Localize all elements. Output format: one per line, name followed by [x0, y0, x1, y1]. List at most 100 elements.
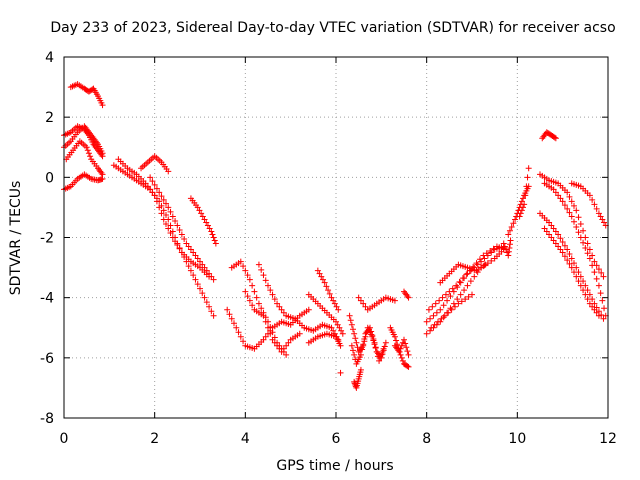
data-point — [165, 168, 172, 175]
data-point — [557, 235, 564, 242]
data-point — [209, 231, 216, 238]
data-point — [580, 227, 587, 234]
data-point — [314, 267, 321, 274]
x-tick-label: 10 — [508, 431, 526, 447]
data-point — [520, 204, 526, 211]
data-point — [575, 214, 582, 221]
data-point — [476, 256, 483, 263]
x-tick-label: 2 — [150, 431, 159, 447]
data-point — [169, 213, 176, 220]
data-point — [226, 311, 233, 318]
data-point — [203, 299, 210, 306]
data-point — [355, 294, 362, 301]
data-point — [269, 291, 276, 298]
data-point — [397, 351, 404, 358]
data-point — [568, 264, 575, 271]
data-point — [197, 258, 203, 265]
data-point — [192, 276, 199, 283]
data-point — [591, 201, 598, 208]
data-point — [453, 282, 460, 289]
data-point — [601, 305, 608, 312]
data-point — [360, 300, 367, 307]
data-point — [185, 263, 192, 270]
data-point — [190, 249, 197, 256]
data-point — [445, 309, 452, 316]
data-point — [438, 315, 445, 322]
data-point — [160, 216, 167, 223]
chart-title: Day 233 of 2023, Sidereal Day-to-day VTE… — [50, 20, 615, 36]
data-point — [165, 225, 172, 232]
data-point — [525, 165, 532, 172]
data-point — [337, 342, 344, 349]
data-point — [566, 193, 573, 200]
data-point — [325, 287, 332, 294]
data-point — [172, 217, 179, 224]
data-point — [362, 303, 369, 310]
data-point — [353, 339, 360, 346]
data-point — [201, 216, 208, 223]
data-point — [85, 150, 92, 157]
data-point — [488, 257, 495, 264]
data-point — [262, 318, 269, 325]
data-point — [163, 211, 169, 218]
data-point — [267, 287, 274, 294]
data-point — [595, 266, 602, 273]
data-point — [330, 297, 337, 304]
data-point — [283, 342, 290, 349]
x-tick-label: 6 — [332, 431, 341, 447]
data-point — [403, 344, 410, 351]
data-point — [187, 246, 194, 253]
data-point — [316, 270, 323, 277]
data-point — [336, 324, 343, 331]
data-point — [467, 278, 474, 285]
data-point — [436, 297, 443, 304]
data-point — [441, 312, 448, 319]
data-point — [591, 269, 598, 276]
data-point — [551, 134, 558, 141]
data-point — [471, 273, 478, 280]
y-tick-label: -2 — [40, 231, 54, 247]
data-point — [210, 234, 217, 241]
data-point — [253, 294, 260, 301]
data-point — [557, 195, 564, 202]
data-point — [552, 189, 559, 196]
data-point — [597, 290, 604, 297]
data-point — [423, 318, 430, 325]
x-tick-label: 12 — [599, 431, 617, 447]
data-point — [203, 267, 210, 274]
data-point — [481, 255, 488, 262]
data-point — [352, 335, 359, 342]
data-point — [501, 243, 508, 250]
data-point — [255, 261, 262, 268]
data-point — [265, 324, 271, 331]
data-point — [435, 318, 441, 325]
data-point — [507, 237, 514, 244]
data-point — [586, 246, 593, 253]
data-point — [285, 339, 292, 346]
data-point — [237, 258, 244, 265]
data-point — [508, 223, 515, 230]
data-point — [378, 351, 385, 358]
grid-lines — [64, 57, 608, 418]
data-point — [555, 243, 562, 250]
data-point — [373, 348, 380, 355]
data-point — [347, 317, 354, 324]
data-point — [240, 338, 247, 345]
data-point — [393, 337, 400, 344]
data-point — [464, 270, 471, 277]
data-point — [348, 321, 355, 328]
data-point — [160, 207, 167, 214]
y-axis-label: SDTVAR / TECUs — [8, 181, 24, 296]
data-point — [269, 336, 276, 343]
data-point — [573, 223, 580, 230]
data-point — [568, 198, 575, 205]
data-point — [589, 252, 596, 259]
data-point — [595, 210, 602, 217]
data-point — [328, 294, 335, 301]
data-point — [244, 272, 251, 279]
data-point — [169, 234, 176, 241]
data-point — [280, 309, 287, 316]
data-point — [561, 202, 568, 209]
data-point — [593, 275, 600, 282]
data-point — [163, 200, 169, 207]
